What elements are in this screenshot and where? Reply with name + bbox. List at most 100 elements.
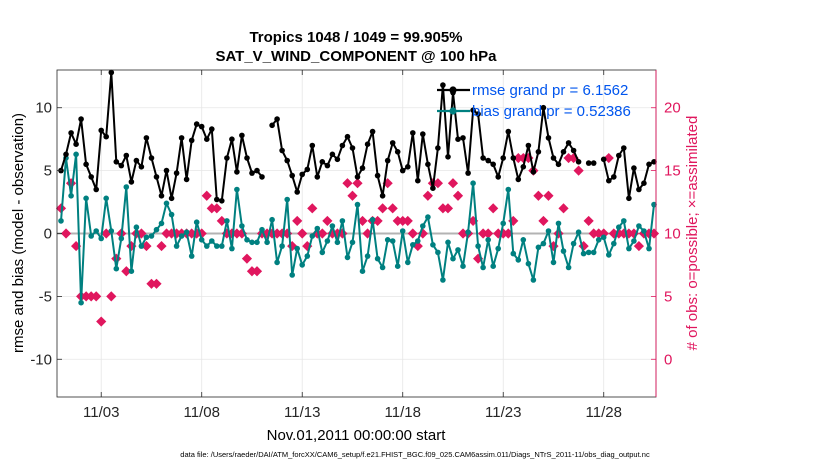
series-point (435, 249, 441, 256)
series-point (405, 259, 411, 266)
series-point (565, 264, 572, 271)
series-point (460, 263, 466, 270)
series-point (500, 155, 507, 161)
series-point (334, 239, 341, 246)
series-point (631, 165, 637, 171)
series-point (108, 228, 115, 234)
series-point (118, 235, 125, 242)
series-point (631, 238, 637, 244)
series-point (379, 193, 386, 199)
series-point (520, 237, 527, 243)
series-point (244, 155, 250, 161)
series-point (570, 240, 577, 247)
series-point (78, 116, 84, 122)
series-point (148, 233, 155, 239)
series-point (93, 228, 99, 234)
series-point (470, 180, 476, 186)
series-point (113, 159, 120, 165)
series-point (214, 196, 220, 203)
series-point (646, 161, 652, 168)
series-point (480, 264, 486, 271)
series-point (299, 262, 306, 268)
series-point (560, 248, 567, 254)
series-point (445, 154, 451, 160)
series-point (389, 140, 396, 146)
series-point (575, 229, 582, 235)
series-point (269, 216, 275, 223)
bias-series (58, 151, 657, 306)
x-tick-label: 11/23 (485, 404, 521, 421)
series-point (344, 133, 351, 140)
series-point (550, 155, 557, 161)
series-point (188, 253, 195, 259)
series-point (374, 255, 381, 262)
series-point (344, 254, 351, 261)
series-point (354, 201, 361, 208)
series-point (143, 135, 150, 141)
series-point (309, 233, 316, 239)
series-point (289, 172, 296, 179)
series-point (204, 136, 210, 142)
series-point (485, 157, 492, 164)
series-point (204, 243, 210, 249)
series-point (188, 137, 195, 144)
series-point (485, 237, 492, 243)
series-point (374, 172, 381, 179)
series-point (133, 224, 140, 230)
series-point (158, 220, 165, 227)
series-point (229, 136, 235, 142)
series-point (455, 247, 461, 253)
series-point (349, 145, 356, 151)
series-point (550, 259, 557, 266)
series-point (445, 239, 451, 246)
y2-axis-label: # of obs: o=possible; ×=assimilated (684, 116, 701, 351)
x-axis-label: Nov.01,2011 00:00:00 start (267, 427, 447, 444)
series-point (555, 220, 562, 227)
series-point (555, 161, 562, 168)
right-axis: 0 5 10 15 20 (651, 70, 681, 397)
series-point (168, 195, 175, 202)
series-point (430, 242, 436, 248)
series-point (108, 69, 115, 76)
series-point (269, 122, 275, 129)
y-tick-label: 10 (35, 100, 52, 117)
series-point (78, 299, 84, 306)
series-point (259, 226, 265, 233)
series-point (425, 161, 431, 168)
series-point (455, 136, 461, 142)
series-point (410, 130, 416, 136)
series-point (545, 228, 552, 234)
series-point (465, 229, 471, 235)
series-point (465, 170, 471, 176)
series-point (234, 169, 240, 175)
series-point (384, 157, 391, 164)
series-point (410, 242, 416, 248)
series-point (324, 238, 331, 244)
y2-tick-label: 15 (664, 163, 681, 180)
series-point (636, 186, 642, 193)
series-point (505, 186, 512, 193)
obs-marker (251, 266, 263, 277)
series-point (88, 174, 94, 180)
series-point (641, 180, 647, 186)
series-point (490, 161, 497, 168)
series-point (440, 277, 446, 283)
rmse-series (58, 69, 657, 204)
series-point (505, 128, 512, 135)
series-point (611, 174, 617, 180)
series-point (163, 167, 170, 174)
series-point (113, 265, 120, 272)
series-point (279, 243, 285, 249)
series-point (219, 243, 225, 249)
legend-rmse-label: rmse grand pr = 6.1562 (472, 82, 628, 99)
series-point (420, 223, 426, 229)
y-tick-label: -5 (39, 288, 52, 305)
series-point (178, 233, 185, 239)
series-point (651, 201, 657, 208)
series-point (93, 186, 99, 193)
series-point (364, 141, 371, 147)
series-point (405, 164, 411, 170)
series-point (399, 167, 406, 174)
series-point (324, 162, 331, 169)
series-point (309, 142, 316, 149)
